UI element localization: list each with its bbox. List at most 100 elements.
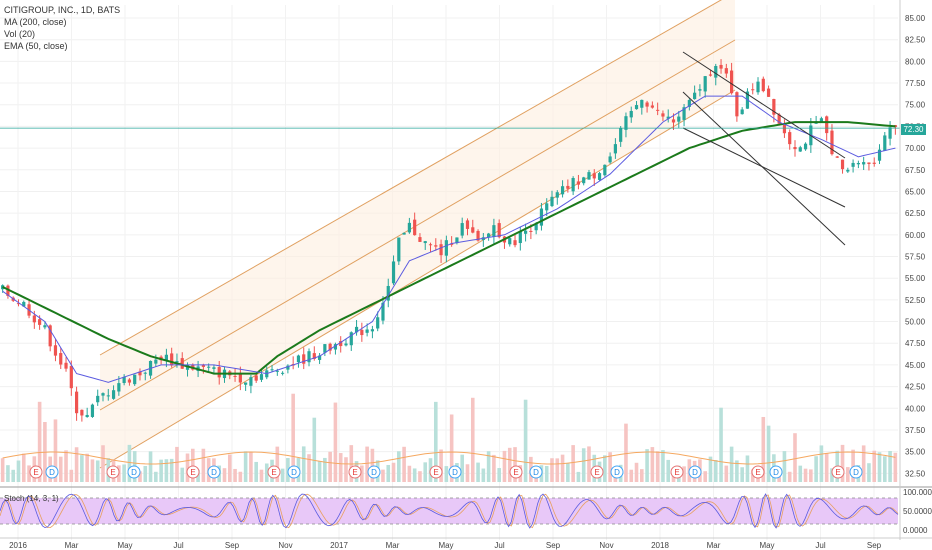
candle-body-140 (740, 109, 744, 115)
stoch-tick-label-2: 0.0000 (903, 526, 928, 535)
volume-bar-159 (840, 444, 845, 482)
y-tick-label-10: 60.00 (905, 231, 926, 240)
time-axis: 2016 Mar May Jul Sep Nov 2017 Mar May Jul Sep Nov 20… (0, 537, 932, 550)
candle-body-138 (730, 70, 734, 94)
volume-bar-157 (830, 468, 834, 482)
stoch-k-line (0, 493, 899, 529)
candle-body-12 (64, 362, 68, 369)
event-marker-16 (670, 465, 684, 479)
volume-bar-72 (381, 469, 385, 482)
volume-bar-110 (581, 448, 586, 482)
event-marker-8 (348, 465, 362, 479)
candle-body-133 (703, 76, 707, 92)
candle-body-156 (825, 116, 829, 134)
candle-body-65 (344, 343, 348, 346)
candle-body-160 (846, 169, 850, 172)
stoch-label: Stoch (14, 3, 1) (4, 494, 59, 503)
candle-body-155 (819, 118, 824, 122)
event-marker-9 (367, 465, 381, 479)
event-marker-14 (590, 465, 604, 479)
volume-bar-73 (386, 464, 391, 482)
volume-bar-120 (634, 462, 639, 482)
candle-body-56 (296, 355, 301, 363)
volume-bar-48 (254, 461, 258, 482)
channel-line-0 (99, 0, 723, 356)
volume-bar-30 (159, 459, 163, 482)
x-tick-label-9: Jul (494, 541, 504, 550)
volume-bar-126 (666, 459, 671, 482)
volume-bar-85 (449, 414, 454, 482)
candle-body-105 (555, 192, 559, 198)
event-marker-11 (448, 465, 462, 479)
candle-body-54 (286, 365, 290, 370)
volume-bar-11 (58, 456, 63, 482)
channel-fill (100, 0, 735, 468)
candle-body-29 (154, 359, 158, 364)
volume-bar-3 (16, 460, 21, 482)
candle-body-116 (613, 144, 617, 154)
candle-body-81 (428, 244, 433, 246)
candle-body-110 (582, 177, 586, 184)
candle-body-119 (629, 110, 633, 118)
candle-body-77 (407, 222, 411, 233)
volume-bar-57 (301, 446, 306, 482)
volume-bar-52 (275, 446, 280, 482)
candle-body-41 (217, 367, 221, 378)
y-tick-label-2: 80.00 (905, 57, 926, 66)
volume-bar-138 (729, 446, 734, 482)
downtrend-channel (682, 51, 846, 246)
event-marker-7 (287, 465, 301, 479)
candle-body-109 (576, 181, 581, 185)
event-marker-label-16: E (674, 468, 679, 477)
event-marker-19 (769, 465, 783, 479)
volume-bar-144 (761, 416, 766, 482)
volume-bar-150 (793, 433, 797, 482)
candle-body-33 (175, 361, 179, 363)
volume-bar-29 (154, 471, 158, 482)
volume-bar-28 (148, 451, 153, 482)
candle-body-113 (597, 173, 602, 180)
candle-body-25 (133, 374, 137, 385)
volume-bar-96 (507, 447, 512, 482)
x-tick-label-8: May (438, 541, 453, 550)
volume-bar-94 (497, 468, 501, 482)
candle-body-82 (434, 245, 438, 247)
candle-body-157 (830, 130, 834, 155)
volume-bar-105 (555, 458, 560, 482)
candle-body-168 (888, 127, 892, 139)
candle-body-71 (376, 317, 380, 329)
volume-bar-12 (64, 450, 68, 482)
stochastic-panel (0, 486, 932, 529)
candle-body-69 (365, 329, 369, 333)
candle-body-103 (545, 203, 549, 211)
candle-body-58 (307, 351, 311, 363)
x-tick-label-3: Jul (173, 541, 183, 550)
volume-bar-136 (719, 407, 723, 482)
volume-bar-53 (280, 468, 285, 482)
volume-bar-46 (243, 451, 248, 482)
volume-bar-156 (824, 453, 829, 482)
volume-bar-14 (74, 447, 79, 482)
event-marker-17 (688, 465, 702, 479)
candle-body-46 (244, 382, 248, 385)
event-marker-label-4: E (190, 468, 195, 477)
volume-bar-55 (291, 393, 295, 482)
candle-body-121 (640, 99, 644, 108)
volume-bar-83 (439, 449, 443, 482)
volume-bar-92 (486, 451, 491, 482)
candle-body-127 (671, 119, 676, 123)
candle-body-101 (534, 223, 538, 231)
candle-body-146 (772, 99, 776, 115)
volume-bar-88 (465, 464, 470, 482)
candle-body-120 (634, 105, 639, 110)
chart-legend: CITIGROUP, INC., 1D, BATS MA (200, close… (4, 4, 120, 52)
volume-bar-149 (787, 471, 792, 482)
candle-body-148 (782, 124, 787, 134)
y-tick-label-17: 42.50 (905, 383, 926, 392)
candle-body-165 (872, 162, 876, 164)
volume-bar-60 (317, 461, 322, 482)
ema50-line (2, 95, 896, 383)
candle-body-76 (402, 232, 406, 235)
volume-bar-99 (523, 399, 528, 482)
